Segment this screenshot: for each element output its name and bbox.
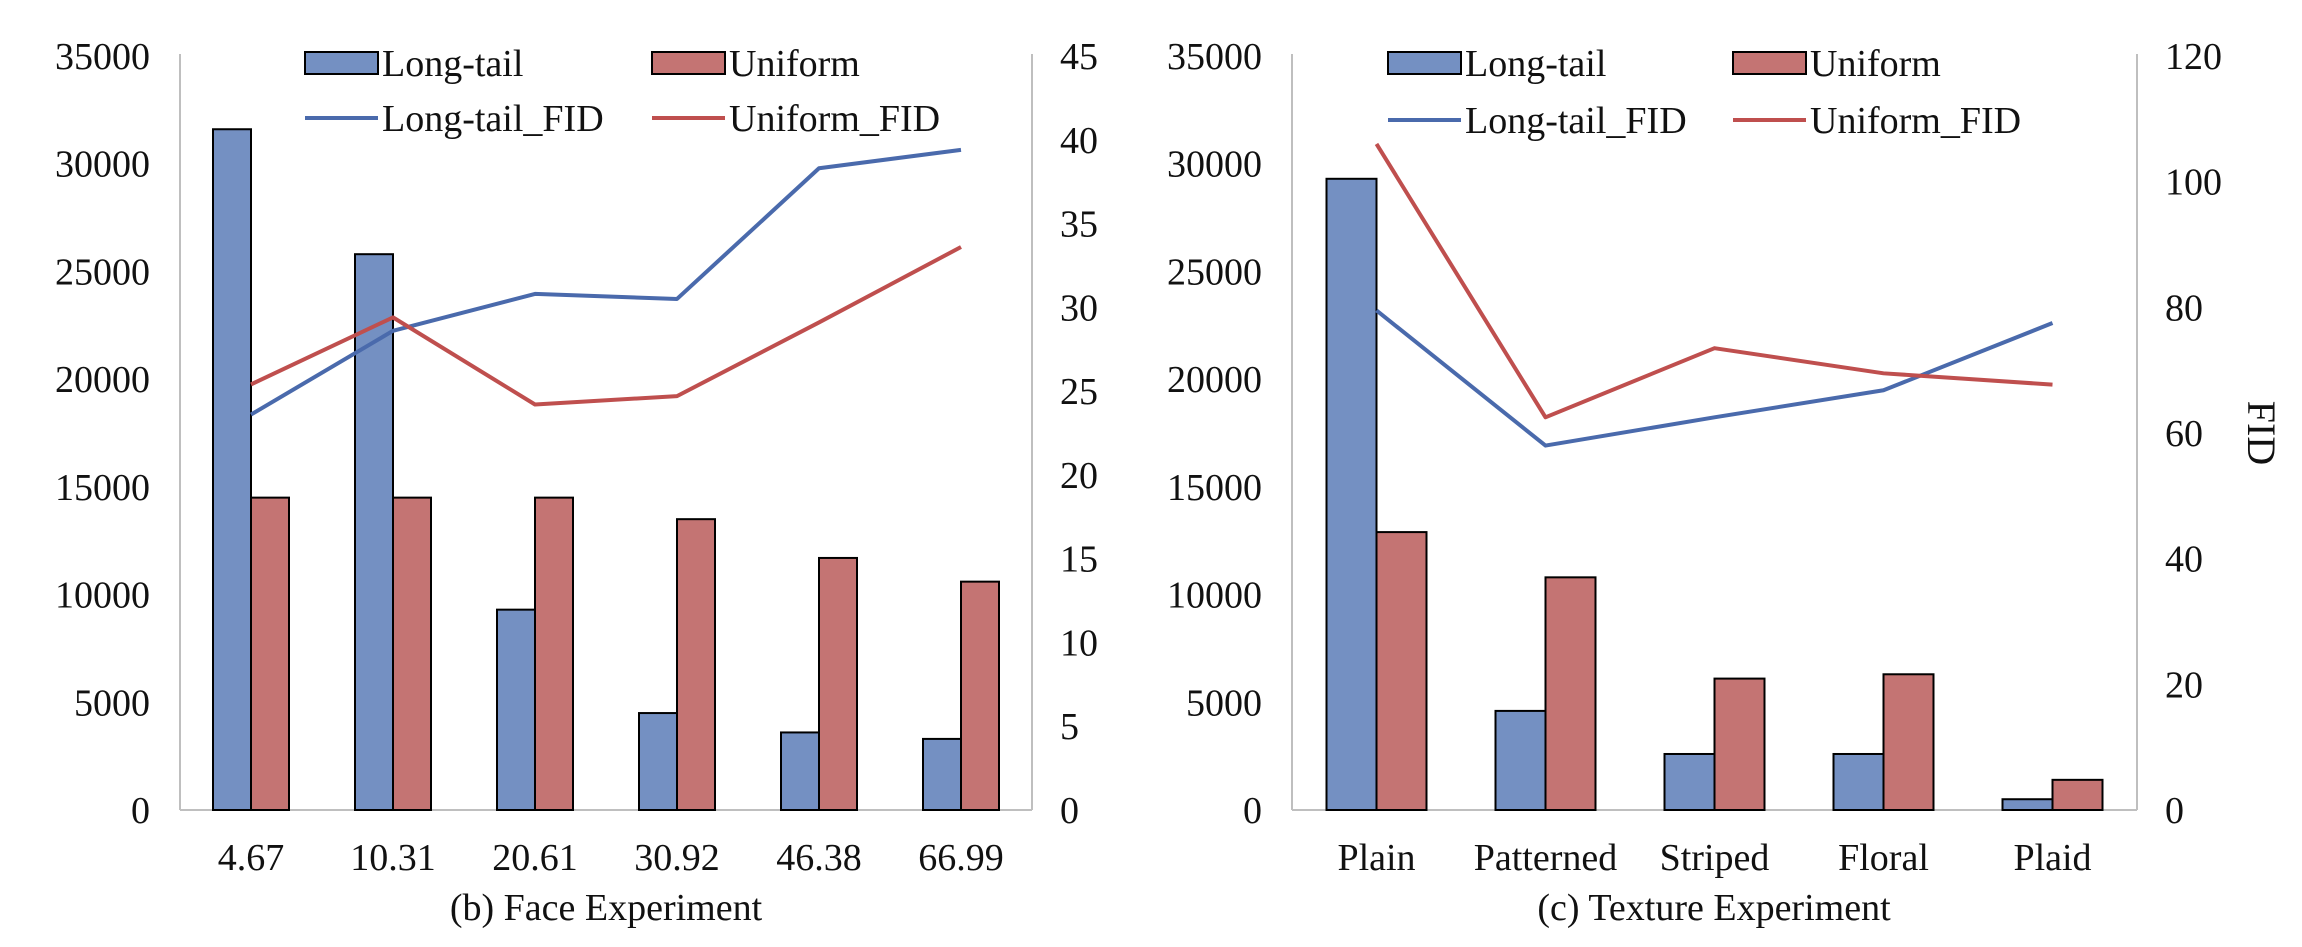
legend-label-long-tail: Long-tail — [1465, 43, 1606, 85]
legend-label-uniform-fid: Uniform_FID — [729, 98, 940, 140]
bar-uniform — [1713, 677, 1766, 811]
chart-panel-1: 0 5000 10000 15000 20000 25000 30000 35000 0 5 10 1… — [55, 36, 1098, 929]
left-tick-label: 10000 — [1167, 575, 1262, 617]
bar-long-tail — [2001, 798, 2054, 812]
bar-uniform — [392, 496, 432, 811]
series-line-uniform-fid — [250, 245, 962, 407]
x-tick-label: 30.92 — [634, 837, 720, 879]
panel-title: (b) Face Experiment — [450, 887, 763, 929]
left-tick-label: 30000 — [55, 144, 150, 186]
right-tick-label: 5 — [1060, 706, 1079, 748]
left-tick-label: 30000 — [1167, 144, 1262, 186]
left-tick-label: 20000 — [1167, 359, 1262, 401]
legend-swatch-uniform — [651, 51, 726, 75]
bar-uniform — [960, 580, 1000, 811]
x-tick-label: Striped — [1660, 837, 1770, 879]
right-tick-label: 0 — [2165, 790, 2184, 832]
bar-uniform — [818, 556, 858, 811]
right-tick-label: 60 — [2165, 413, 2203, 455]
legend-label-uniform-fid: Uniform_FID — [1810, 100, 2021, 142]
x-tick-label: 10.31 — [350, 837, 436, 879]
left-tick-label: 0 — [131, 790, 150, 832]
left-tick-label: 10000 — [55, 575, 150, 617]
bar-long-tail — [1494, 709, 1547, 811]
right-tick-label: 10 — [1060, 622, 1098, 664]
panel-title: (c) Texture Experiment — [1537, 887, 1891, 929]
legend: Long-tail Uniform Long-tail_FID Uniform_FID — [304, 43, 940, 140]
left-tick-label: 20000 — [55, 359, 150, 401]
legend-label-long-tail-fid: Long-tail_FID — [382, 98, 604, 140]
bar-uniform — [676, 518, 716, 812]
bar-long-tail — [212, 128, 252, 811]
x-tick-label: Plaid — [2013, 837, 2091, 879]
legend-swatch-long-tail — [304, 51, 379, 75]
bar-uniform — [1882, 673, 1935, 812]
x-tick-label: 20.61 — [492, 837, 578, 879]
left-tick-label: 15000 — [55, 467, 150, 509]
legend-label-long-tail-fid: Long-tail_FID — [1465, 100, 1687, 142]
bar-long-tail — [638, 712, 678, 811]
right-tick-label: 15 — [1060, 539, 1098, 581]
x-tick-label: 66.99 — [918, 837, 1004, 879]
bar-long-tail — [780, 731, 820, 812]
right-tick-label: 0 — [1060, 790, 1079, 832]
right-tick-label: 20 — [1060, 455, 1098, 497]
right-axis-title: FID — [2239, 401, 2284, 465]
chart-panel-2: 0 5000 10000 15000 20000 25000 30000 35000 0 20 40… — [1167, 36, 2284, 929]
left-tick-label: 25000 — [1167, 251, 1262, 293]
bar-uniform — [2051, 778, 2104, 812]
legend-label-uniform: Uniform — [1810, 43, 1941, 85]
x-tick-label: 46.38 — [776, 837, 862, 879]
right-tick-label: 80 — [2165, 287, 2203, 329]
left-tick-label: 5000 — [74, 682, 150, 724]
legend-label-uniform: Uniform — [729, 43, 860, 85]
x-tick-label: Floral — [1838, 837, 1929, 879]
x-tick-label: Patterned — [1474, 837, 1618, 879]
right-tick-label: 30 — [1060, 287, 1098, 329]
left-tick-label: 5000 — [1186, 682, 1262, 724]
series-line-long-tail-fid — [1375, 308, 2054, 448]
right-tick-label: 100 — [2165, 162, 2222, 204]
bar-long-tail — [1663, 752, 1716, 812]
right-tick-label: 45 — [1060, 36, 1098, 78]
bar-long-tail — [354, 253, 394, 812]
left-tick-label: 35000 — [1167, 36, 1262, 78]
bar-long-tail — [1832, 752, 1885, 812]
right-tick-label: 35 — [1060, 204, 1098, 246]
left-tick-label: 0 — [1243, 790, 1262, 832]
legend: Long-tail Uniform Long-tail_FID Uniform_FID — [1387, 43, 2021, 142]
bar-uniform — [250, 496, 290, 811]
legend-swatch-uniform — [1732, 51, 1807, 75]
legend-label-long-tail: Long-tail — [382, 43, 523, 85]
bar-uniform — [534, 496, 574, 811]
bar-long-tail — [1325, 177, 1378, 811]
x-tick-label: 4.67 — [218, 837, 285, 879]
left-tick-label: 25000 — [55, 251, 150, 293]
left-tick-label: 15000 — [1167, 467, 1262, 509]
series-line-long-tail-fid — [249, 147, 962, 417]
series-line-uniform-fid — [1374, 142, 2053, 420]
left-tick-label: 35000 — [55, 36, 150, 78]
bar-uniform — [1544, 576, 1597, 812]
right-tick-label: 120 — [2165, 36, 2222, 78]
legend-swatch-long-tail — [1387, 51, 1462, 75]
bar-long-tail — [496, 608, 536, 811]
right-tick-label: 25 — [1060, 371, 1098, 413]
bar-uniform — [1375, 531, 1428, 812]
x-tick-label: Plain — [1337, 837, 1415, 879]
bar-long-tail — [922, 737, 962, 811]
right-tick-label: 40 — [1060, 120, 1098, 162]
right-tick-label: 20 — [2165, 664, 2203, 706]
right-tick-label: 40 — [2165, 539, 2203, 581]
